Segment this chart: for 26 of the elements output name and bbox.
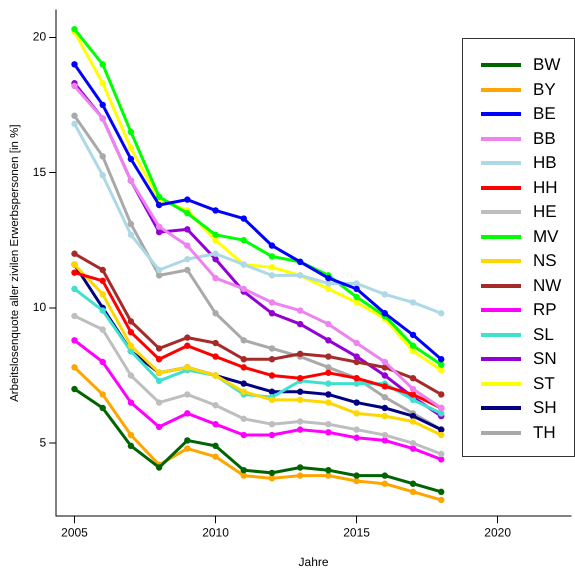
legend-label: HE [533, 202, 557, 222]
x-tick-label: 2005 [61, 526, 88, 540]
y-axis-title: Arbeitslosenquote aller zivilen Erwerbspersonen [in %] [9, 124, 22, 402]
x-tick-label: 2020 [484, 526, 512, 540]
legend-label: BY [533, 80, 556, 100]
legend-label: SN [533, 349, 557, 370]
y-tick-label: 15 [32, 164, 46, 179]
y-tick-label: 10 [32, 300, 46, 314]
y-tick-label: 5 [39, 435, 46, 450]
legend-label: HB [533, 153, 557, 174]
x-tick-label: 2015 [343, 526, 370, 540]
legend-label: ST [533, 374, 555, 394]
legend-label: TH [533, 422, 556, 443]
y-tick-label: 20 [32, 30, 46, 44]
legend-label: SH [533, 398, 557, 418]
x-axis-title: Jahre [298, 555, 329, 570]
legend-label: NW [533, 276, 562, 296]
legend-label: RP [533, 300, 557, 320]
legend-label: MV [533, 226, 558, 247]
x-tick-label: 2010 [202, 526, 230, 540]
legend-label: BW [533, 55, 560, 76]
legend-label: HH [533, 178, 558, 198]
legend-label: BE [533, 104, 556, 124]
legend-label: NS [533, 251, 557, 272]
legend-label: SL [533, 324, 554, 345]
legend-label: BB [533, 128, 556, 149]
